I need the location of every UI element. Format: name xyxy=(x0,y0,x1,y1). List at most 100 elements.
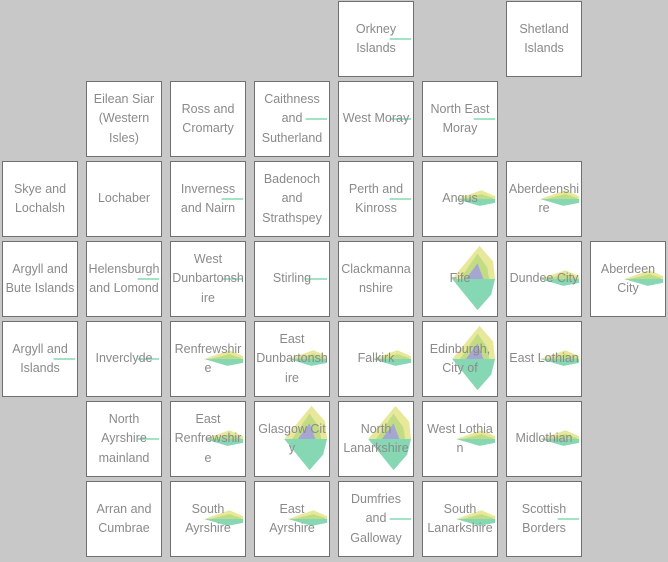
tile-label: Fife xyxy=(449,271,471,286)
tile-label: Angus xyxy=(442,191,478,206)
glyph-line xyxy=(137,278,160,280)
glyph-lower xyxy=(456,199,496,206)
tile-inverness-and-nairn: Inverness and Nairn xyxy=(170,161,246,237)
glyph-line xyxy=(389,518,412,520)
tile-glyph xyxy=(456,430,496,446)
tile-label: North Ayrshire mainland xyxy=(98,411,150,465)
glyph-upper-inner xyxy=(461,194,494,199)
tile-glyph xyxy=(389,518,412,520)
glyph-upper-inner xyxy=(209,354,242,359)
tile-dumfries-and-galloway: Dumfries and Galloway xyxy=(338,481,414,557)
tile-aberdeenshire: Aberdeenshire xyxy=(506,161,582,237)
glyph-lower xyxy=(284,439,328,471)
tile-east-renfrewshire: East Renfrewshire xyxy=(170,401,246,477)
glyph-upper-inner xyxy=(293,354,326,359)
glyph-line xyxy=(305,278,328,280)
tile-label: Helensburgh and Lomond xyxy=(88,261,160,296)
glyph-upper-inner xyxy=(545,434,578,439)
tile-label: Eilean Siar (Western Isles) xyxy=(93,91,155,145)
glyph-upper-inner xyxy=(545,274,578,279)
glyph-upper-inner xyxy=(629,274,662,279)
tile-label: South Lanarkshire xyxy=(427,501,493,536)
tile-label: Badenoch and Strathspey xyxy=(262,171,322,225)
tile-label: Lochaber xyxy=(97,191,151,206)
tile-label: East Dunbartonshire xyxy=(256,331,328,385)
glyph-core xyxy=(381,423,400,439)
tile-label: Midlothian xyxy=(515,431,573,446)
tile-label: Ross and Cromarty xyxy=(181,101,235,136)
tile-glyph xyxy=(452,325,496,391)
tile-inverclyde: Inverclyde xyxy=(86,321,162,397)
tile-glyph xyxy=(204,510,244,526)
glyph-upper-inner xyxy=(293,514,326,519)
tile-glyph xyxy=(540,190,580,206)
tile-perth-and-kinross: Perth and Kinross xyxy=(338,161,414,237)
tile-glyph xyxy=(389,38,412,40)
tile-glyph xyxy=(284,405,328,471)
tile-west-moray: West Moray xyxy=(338,81,414,157)
glyph-upper-inner xyxy=(460,253,490,279)
tile-glyph xyxy=(557,518,580,520)
tile-label: Falkirk xyxy=(357,351,395,366)
tile-label: Clackmannanshire xyxy=(341,261,411,296)
tile-glyph xyxy=(288,350,328,366)
glyph-lower xyxy=(456,519,496,526)
glyph-line xyxy=(473,118,496,120)
glyph-lower xyxy=(204,519,244,526)
tile-north-east-moray: North East Moray xyxy=(422,81,498,157)
tile-south-ayrshire: South Ayrshire xyxy=(170,481,246,557)
glyph-lower xyxy=(540,359,580,366)
tile-label: Argyll and Islands xyxy=(12,341,68,376)
glyph-lower xyxy=(540,199,580,206)
glyph-line xyxy=(221,278,244,280)
tile-clackmannanshire: Clackmannanshire xyxy=(338,241,414,317)
tile-glyph xyxy=(221,278,244,280)
glyph-upper-inner xyxy=(461,514,494,519)
tile-glyph xyxy=(456,510,496,526)
glyph-line xyxy=(137,438,160,440)
tile-label: Caithness and Sutherland xyxy=(261,91,323,145)
tile-west-dunbartonshire: West Dunbartonshire xyxy=(170,241,246,317)
glyph-lower xyxy=(452,279,496,311)
tile-angus: Angus xyxy=(422,161,498,237)
tile-glyph xyxy=(624,270,664,286)
tile-label: West Moray xyxy=(342,111,410,126)
tile-shetland-islands: Shetland Islands xyxy=(506,1,582,77)
tile-glyph xyxy=(389,198,412,200)
tile-aberdeen-city: Aberdeen City xyxy=(590,241,666,317)
glyph-line xyxy=(389,198,412,200)
tile-east-lothian: East Lothian xyxy=(506,321,582,397)
tile-label: Inverness and Nairn xyxy=(180,181,236,216)
tile-south-lanarkshire: South Lanarkshire xyxy=(422,481,498,557)
tile-label: Renfrewshire xyxy=(174,341,242,376)
glyph-upper-inner xyxy=(209,514,242,519)
tile-glyph xyxy=(452,245,496,311)
tile-label: East Lothian xyxy=(509,351,579,366)
tile-glyph xyxy=(473,118,496,120)
tile-west-lothian: West Lothian xyxy=(422,401,498,477)
tile-scottish-borders: Scottish Borders xyxy=(506,481,582,557)
tile-glyph xyxy=(288,510,328,526)
tile-arran-and-cumbrae: Arran and Cumbrae xyxy=(86,481,162,557)
tile-label: Edinburgh, City of xyxy=(429,341,491,376)
tile-east-ayrshire: East Ayrshire xyxy=(254,481,330,557)
glyph-core xyxy=(465,343,484,359)
tile-glyph xyxy=(389,118,412,120)
glyph-lower xyxy=(624,279,664,286)
glyph-line xyxy=(221,198,244,200)
tile-label: Scottish Borders xyxy=(521,501,567,536)
glyph-lower xyxy=(204,359,244,366)
glyph-upper-inner xyxy=(377,354,410,359)
tile-lochaber: Lochaber xyxy=(86,161,162,237)
tile-fife: Fife xyxy=(422,241,498,317)
tile-label: East Renfrewshire xyxy=(174,411,242,465)
tile-skye-and-lochalsh: Skye and Lochalsh xyxy=(2,161,78,237)
tile-edinburgh-city-of: Edinburgh, City of xyxy=(422,321,498,397)
glyph-lower xyxy=(288,359,328,366)
tile-glyph xyxy=(137,358,160,360)
glyph-lower xyxy=(204,439,244,446)
tile-label: North East Moray xyxy=(430,101,490,136)
glyph-lower xyxy=(540,279,580,286)
tile-glyph xyxy=(305,118,328,120)
glyph-lower xyxy=(452,359,496,391)
